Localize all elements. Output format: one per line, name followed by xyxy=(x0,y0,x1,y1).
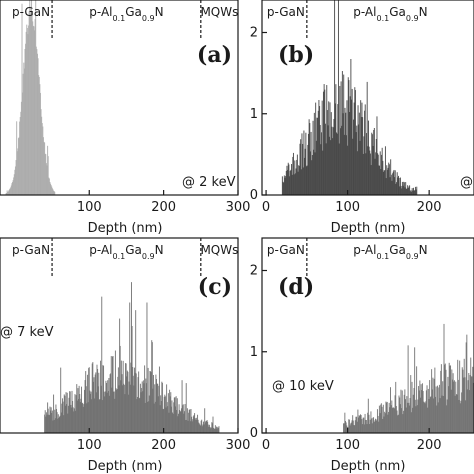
x-tick-label: 300 xyxy=(226,438,251,453)
region-label: p-Al0.1Ga0.9N xyxy=(89,5,163,23)
x-tick-label: 200 xyxy=(151,200,176,215)
y-tick-label: 1 xyxy=(250,107,258,122)
plot-frame xyxy=(0,237,239,434)
x-tick-label: 200 xyxy=(417,200,442,215)
x-axis-label: Depth (nm) xyxy=(331,459,406,474)
x-tick-label: 100 xyxy=(335,200,360,215)
y-tick-label: 2 xyxy=(250,264,258,279)
histogram-bars xyxy=(5,0,56,195)
plot-frame xyxy=(261,0,474,196)
panel-label: (c) xyxy=(198,274,232,300)
x-axis-label: Depth (nm) xyxy=(331,221,406,236)
region-label: p-Al0.1Ga0.9N xyxy=(353,243,427,261)
x-tick-label: 300 xyxy=(226,200,251,215)
plot-frame xyxy=(261,237,474,434)
histogram-bars xyxy=(343,323,474,433)
region-label: MQWs xyxy=(200,5,238,19)
x-tick-label: 200 xyxy=(417,438,442,453)
panel-label: (b) xyxy=(278,42,314,68)
region-label: MQWs xyxy=(200,243,238,257)
y-tick-label: 0 xyxy=(250,426,258,441)
region-label: p-GaN xyxy=(267,5,305,19)
region-label: p-GaN xyxy=(12,5,50,19)
x-tick-label: 100 xyxy=(77,438,102,453)
region-label: p-Al0.1Ga0.9N xyxy=(353,5,427,23)
x-tick-label: 200 xyxy=(151,438,176,453)
y-tick-label: 2 xyxy=(250,26,258,41)
energy-annotation: @ 2 keV xyxy=(182,175,236,190)
x-axis-label: Depth (nm) xyxy=(88,459,163,474)
histogram-bars xyxy=(44,282,220,433)
energy-annotation: @ xyxy=(460,175,473,190)
y-tick-label: 1 xyxy=(250,345,258,360)
x-axis-label: Depth (nm) xyxy=(88,221,163,236)
x-tick-label: 100 xyxy=(335,438,360,453)
region-label: p-Al0.1Ga0.9N xyxy=(89,243,163,261)
panel-label: (a) xyxy=(197,42,232,68)
energy-annotation: @ 10 keV xyxy=(272,379,334,394)
plot-frame xyxy=(0,0,239,196)
x-tick-label: 100 xyxy=(77,200,102,215)
panel-0: p-GaN p-Al0.1Ga0.9N MQWs 100 200 300 Depth (nm… xyxy=(0,0,250,236)
panel-3: p-GaN p-Al0.1Ga0.9N 0 100 200 0 1 2 Depth (nm) (d… xyxy=(250,237,474,474)
panel-1: p-GaN p-Al0.1Ga0.9N 0 100 200 0 1 2 Depth (nm) (b… xyxy=(250,0,474,236)
x-tick-label: 0 xyxy=(262,200,270,215)
region-label: p-GaN xyxy=(12,243,50,257)
y-tick-label: 0 xyxy=(250,188,258,203)
panel-2: p-GaN p-Al0.1Ga0.9N MQWs 100 200 300 Depth (nm… xyxy=(0,237,251,474)
histogram-bars xyxy=(281,0,418,195)
x-tick-label: 0 xyxy=(262,438,270,453)
panel-label: (d) xyxy=(278,274,314,300)
energy-annotation: @ 7 keV xyxy=(0,325,54,340)
region-label: p-GaN xyxy=(267,243,305,257)
